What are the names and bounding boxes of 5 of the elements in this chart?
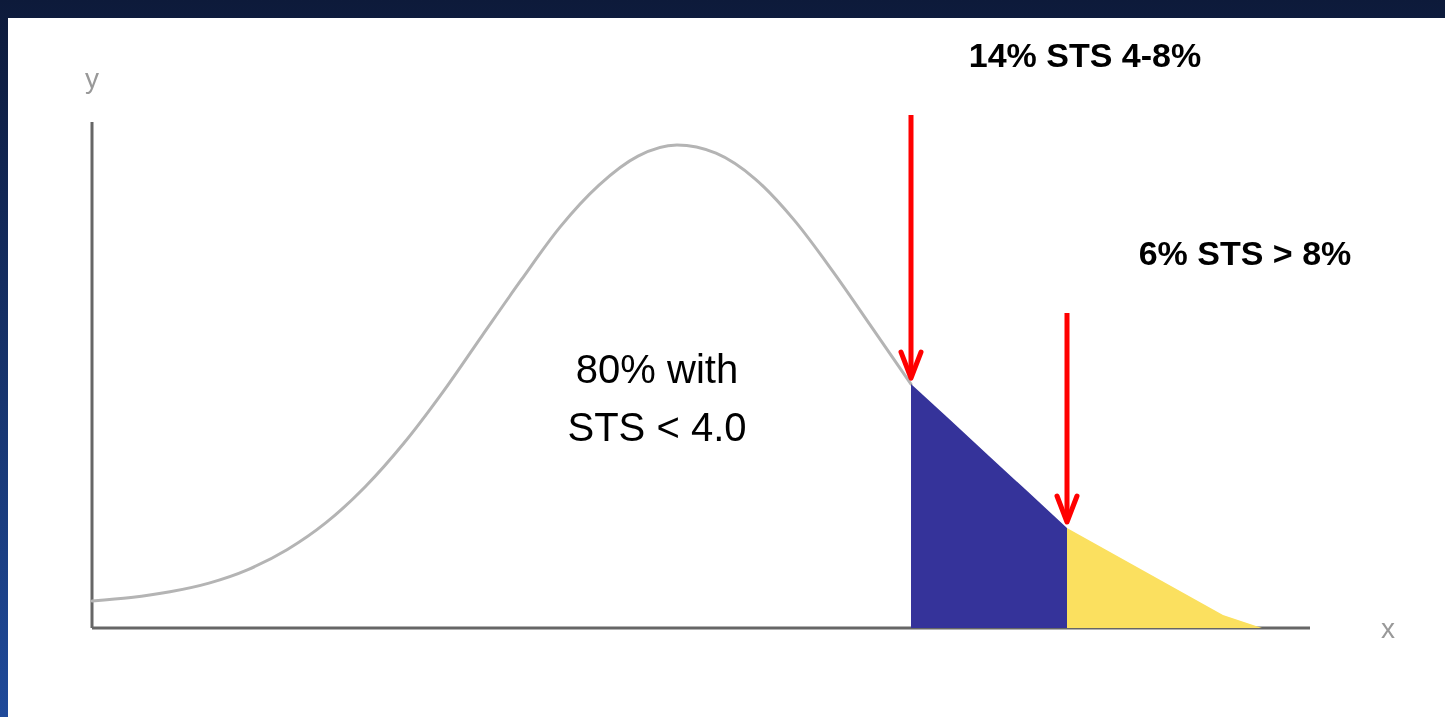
y-axis-title: y (85, 63, 99, 94)
annotation: 80% with STS < 4.0 (567, 347, 747, 449)
text: 14% STS 4-8% (968, 36, 1202, 74)
x-axis-title: x (1381, 613, 1395, 644)
annotation: 6% STS > 8% (1138, 234, 1352, 272)
